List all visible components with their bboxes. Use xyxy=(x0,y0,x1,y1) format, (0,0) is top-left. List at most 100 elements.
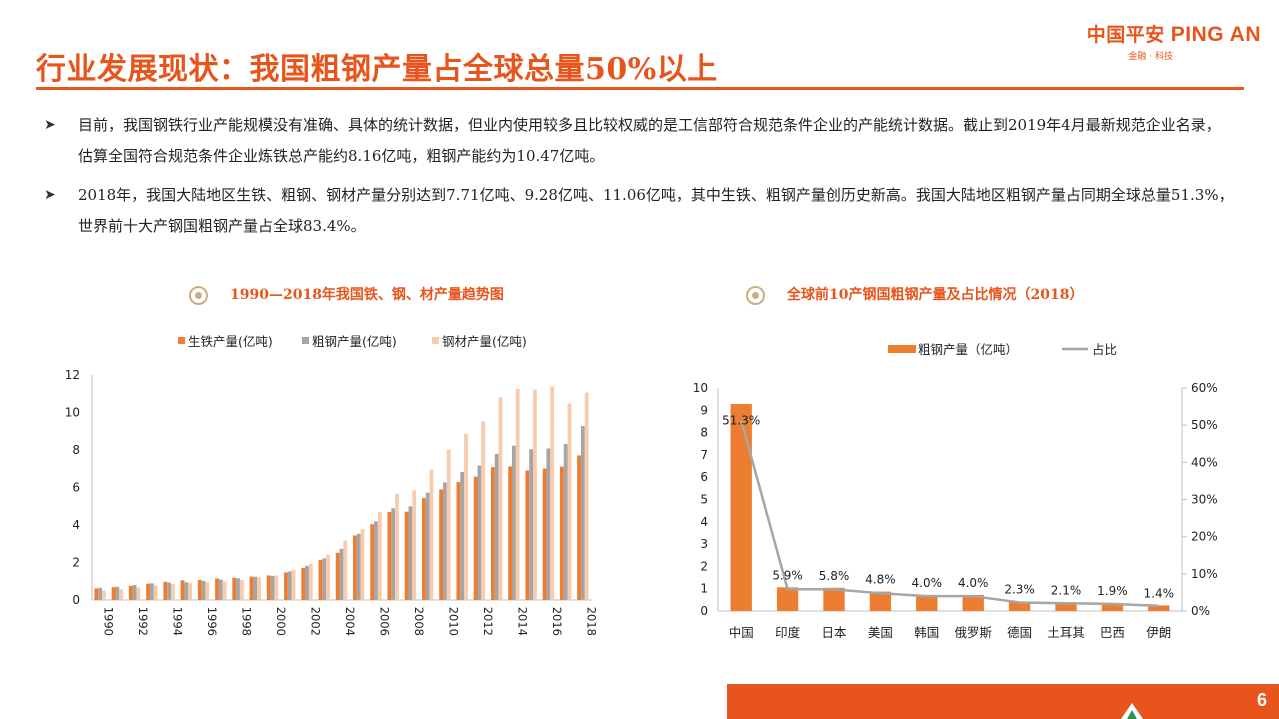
y-tick-label: 10 xyxy=(65,406,80,420)
y2-tick-label: 0% xyxy=(1191,604,1210,618)
y-tick-label: 0 xyxy=(72,593,80,607)
x-tick-label: 2006 xyxy=(378,607,392,636)
bar-crude-steel xyxy=(1055,602,1077,611)
bar-crude-steel xyxy=(356,533,361,600)
bullet-text: 目前，我国钢铁行业产能规模没有准确、具体的统计数据，但业内使用较多且比较权威的是… xyxy=(78,116,1221,165)
bar-crude-steel xyxy=(546,448,551,600)
bar-crude-steel xyxy=(167,582,171,600)
bar-pig-iron xyxy=(525,470,530,600)
x-tick-label: 1994 xyxy=(171,607,185,636)
legend-label: 生铁产量(亿吨) xyxy=(188,334,273,349)
bar-steel-products xyxy=(464,433,468,601)
bar-crude-steel xyxy=(823,587,845,611)
brand-name: 中国平安 PING AN xyxy=(1087,20,1261,47)
share-data-label: 5.8% xyxy=(819,569,850,583)
bar-crude-steel xyxy=(236,578,240,600)
chart-2-title-text: 全球前10产钢国粗钢产量及占比情况（2018） xyxy=(787,287,1084,303)
x-tick-label: 2012 xyxy=(481,607,495,636)
x-tick-label: 1990 xyxy=(102,607,116,636)
y-tick-label: 5 xyxy=(700,493,708,507)
bar-pig-iron xyxy=(439,489,444,601)
bar-crude-steel xyxy=(494,453,499,600)
brand-name-en: PING AN xyxy=(1170,23,1261,46)
y-tick-label: 12 xyxy=(65,368,80,382)
bar-pig-iron xyxy=(490,467,495,600)
bar-pig-iron xyxy=(180,580,185,600)
bar-steel-products xyxy=(446,449,451,600)
bar-crude-steel xyxy=(218,579,223,600)
y-tick-label: 2 xyxy=(700,559,708,573)
x-category-label: 德国 xyxy=(1007,625,1032,640)
bar-crude-steel xyxy=(201,581,206,600)
bar-crude-steel xyxy=(916,594,938,611)
x-category-label: 中国 xyxy=(729,625,754,640)
bar-pig-iron xyxy=(249,576,254,600)
bullet-item: ➤ 目前，我国钢铁行业产能规模没有准确、具体的统计数据，但业内使用较多且比较权威… xyxy=(44,110,1234,172)
y2-tick-label: 50% xyxy=(1191,418,1218,432)
bullet-list: ➤ 目前，我国钢铁行业产能规模没有准确、具体的统计数据，但业内使用较多且比较权威… xyxy=(44,110,1234,250)
bar-crude-steel xyxy=(730,404,752,611)
bar-crude-steel xyxy=(149,583,154,600)
bar-pig-iron xyxy=(318,559,323,601)
x-tick-label: 1992 xyxy=(136,607,150,636)
bar-crude-steel xyxy=(132,585,137,600)
bar-steel-products xyxy=(102,590,106,600)
bar-pig-iron xyxy=(577,455,581,600)
bullet-text: 2018年，我国大陆地区生铁、粗钢、钢材产量分别达到7.71亿吨、9.28亿吨、… xyxy=(78,186,1234,235)
bar-crude-steel xyxy=(443,482,447,600)
bar-steel-products xyxy=(170,584,175,600)
y2-tick-label: 10% xyxy=(1191,567,1218,581)
bar-steel-products xyxy=(412,490,417,600)
bar-steel-products xyxy=(515,388,520,601)
bar-pig-iron xyxy=(128,585,133,600)
chart-title-dot-icon xyxy=(746,285,765,305)
share-data-label: 2.1% xyxy=(1051,584,1082,598)
bar-pig-iron xyxy=(284,572,288,600)
chart-1-title: 1990—2018年我国铁、钢、材产量趋势图 xyxy=(189,284,504,305)
bar-steel-products xyxy=(343,540,348,600)
y2-tick-label: 40% xyxy=(1191,455,1218,469)
bar-pig-iron xyxy=(146,583,150,600)
x-category-label: 韩国 xyxy=(914,625,939,640)
y-tick-label: 0 xyxy=(700,604,708,618)
bar-pig-iron xyxy=(197,579,202,600)
bar-steel-products xyxy=(377,512,382,600)
bar-pig-iron xyxy=(370,524,375,600)
share-data-label: 4.0% xyxy=(958,576,989,590)
bar-crude-steel xyxy=(253,576,258,600)
bar-steel-products xyxy=(291,569,296,600)
title-divider xyxy=(36,87,1244,90)
legend-label: 粗钢产量（亿吨） xyxy=(918,342,1018,357)
bar-pig-iron xyxy=(387,512,392,600)
y-tick-label: 3 xyxy=(700,537,708,551)
bullet-item: ➤ 2018年，我国大陆地区生铁、粗钢、钢材产量分别达到7.71亿吨、9.28亿… xyxy=(44,180,1234,242)
y-tick-label: 1 xyxy=(700,582,708,596)
legend-swatch xyxy=(302,337,309,344)
bar-crude-steel xyxy=(287,571,292,600)
bar-crude-steel xyxy=(98,587,102,601)
bar-steel-products xyxy=(119,589,124,600)
legend-label: 钢材产量(亿吨) xyxy=(442,334,527,349)
bullet-arrow-icon: ➤ xyxy=(44,117,56,133)
bar-steel-products xyxy=(567,403,572,600)
y-tick-label: 8 xyxy=(72,443,80,457)
bar-steel-products xyxy=(481,421,486,600)
bar-steel-products xyxy=(188,583,192,601)
x-category-label: 印度 xyxy=(775,625,801,640)
x-category-label: 巴西 xyxy=(1100,625,1125,640)
bar-crude-steel xyxy=(869,591,892,611)
bar-crude-steel xyxy=(391,508,396,600)
x-category-label: 日本 xyxy=(821,625,847,640)
bar-steel-products xyxy=(239,579,244,600)
chart-1-title-text: 1990—2018年我国铁、钢、材产量趋势图 xyxy=(230,287,504,303)
bar-pig-iron xyxy=(111,587,116,600)
x-tick-label: 2000 xyxy=(274,607,288,636)
bar-pig-iron xyxy=(559,466,564,600)
x-tick-label: 1996 xyxy=(205,607,219,636)
y2-tick-label: 30% xyxy=(1191,493,1218,507)
share-data-label: 5.9% xyxy=(772,568,803,582)
x-tick-label: 2018 xyxy=(584,607,598,636)
page-number: 6 xyxy=(1256,690,1267,710)
bar-pig-iron xyxy=(163,581,168,600)
bar-crude-steel xyxy=(425,492,430,600)
